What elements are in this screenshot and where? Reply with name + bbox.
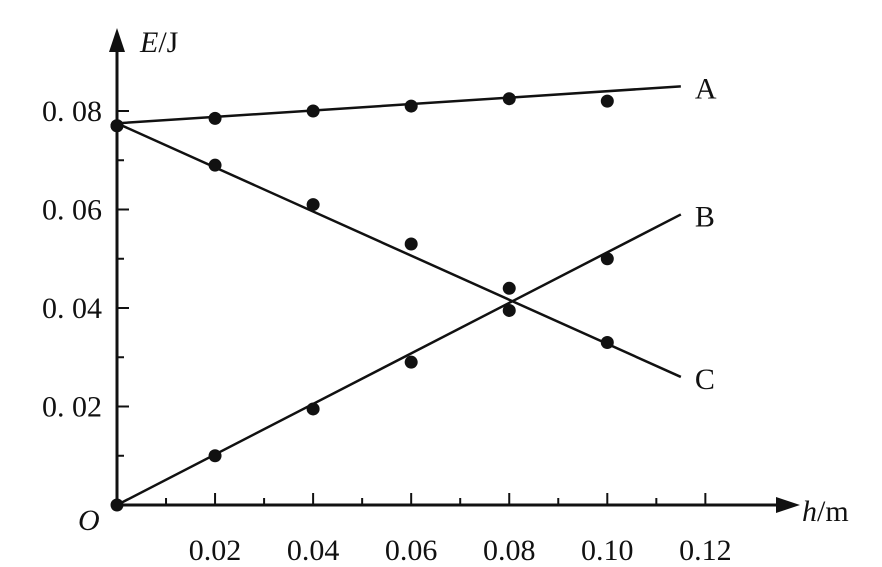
series-c-point [208,158,222,172]
series-b-point [208,449,222,463]
y-axis-unit: /J [158,26,178,59]
x-axis-arrow [776,497,800,513]
x-tick-label: 0.12 [679,534,732,567]
x-tick-label: 0.06 [385,534,438,567]
labels: O E/J h/m [78,26,849,537]
series-b-point [306,402,320,416]
series-c-line [116,122,682,379]
series-b-point [600,252,614,266]
series-c-point [306,198,320,212]
x-tick-label: 0.04 [287,534,340,567]
series-a-line [116,85,681,125]
x-tick-label: 0.02 [189,534,242,567]
y-tick-label: 0. 02 [42,391,102,424]
y-tick-label: 0. 08 [42,95,102,128]
series-b-label: B [695,200,715,233]
x-axis-title: h/m [802,495,849,528]
x-axis-unit: /m [817,495,849,528]
axes: 0.02 0.04 0.06 0.08 0.10 0.12 0. 02 0. 04 0. 06 0… [42,28,800,567]
series-c-label: C [695,363,715,396]
series-b-point [110,498,124,512]
x-tick-label: 0.08 [483,534,536,567]
y-tick-label: 0. 06 [42,194,102,227]
y-axis-title: E/J [139,26,179,59]
series-a-point [404,99,418,113]
fit-lines: A B C [116,72,717,507]
series-a-point [306,104,320,118]
y-axis-variable: E [139,26,158,59]
series-a-point [208,111,222,125]
series-a-label: A [695,72,717,105]
x-tick-label: 0.10 [581,534,634,567]
series-a-point [600,94,614,108]
x-axis-variable: h [802,495,817,528]
series-a-point [502,92,516,106]
series-c-point [600,335,614,349]
series-c-point [502,281,516,295]
y-tick-label: 0. 04 [42,292,102,325]
series-b-line [116,213,682,507]
data-points [110,92,614,512]
series-c-point [110,119,124,133]
series-b-point [404,355,418,369]
series-b-point [502,303,516,317]
y-axis-arrow [109,28,125,52]
origin-label: O [78,504,100,537]
series-c-point [404,237,418,251]
